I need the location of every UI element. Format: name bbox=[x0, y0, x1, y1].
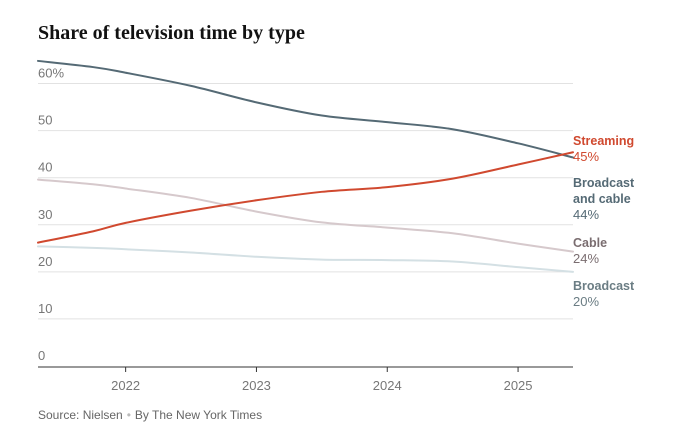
byline: By The New York Times bbox=[134, 408, 263, 422]
x-tick-label: 2022 bbox=[111, 378, 140, 393]
chart-title: Share of television time by type bbox=[38, 22, 305, 44]
series-end-value: 20% bbox=[573, 294, 599, 309]
series-line-broadcast_cable bbox=[37, 59, 574, 159]
gridlines bbox=[38, 83, 573, 320]
x-tick-label: 2024 bbox=[373, 378, 402, 393]
x-tick-label: 2023 bbox=[242, 378, 271, 393]
series-line-cable bbox=[37, 178, 574, 253]
y-axis-ticks: 0 10 20 30 40 50 60% bbox=[38, 66, 64, 363]
y-tick-label: 30 bbox=[38, 207, 52, 222]
series-line-streaming bbox=[37, 151, 574, 244]
x-axis-ticks: 2022 2023 2024 2025 bbox=[111, 367, 533, 393]
source-text: Source: Nielsen bbox=[38, 408, 123, 422]
series-end-value: 45% bbox=[573, 149, 599, 164]
series-name: and cable bbox=[573, 192, 631, 206]
y-tick-label: 60% bbox=[38, 66, 64, 81]
series-name: Cable bbox=[573, 236, 607, 250]
y-tick-label: 20 bbox=[38, 254, 52, 269]
y-tick-label: 10 bbox=[38, 301, 52, 316]
y-tick-label: 40 bbox=[38, 160, 52, 175]
separator-dot: • bbox=[126, 408, 131, 422]
series-name: Broadcast bbox=[573, 279, 635, 293]
y-tick-label: 0 bbox=[38, 348, 45, 363]
series-lines bbox=[37, 59, 574, 273]
x-tick-label: 2025 bbox=[504, 378, 533, 393]
y-tick-label: 50 bbox=[38, 113, 52, 128]
series-line-broadcast bbox=[37, 245, 574, 273]
source-line: Source: Nielsen • By The New York Times bbox=[38, 408, 262, 422]
series-end-value: 24% bbox=[573, 251, 599, 266]
series-end-value: 44% bbox=[573, 207, 599, 222]
series-name: Broadcast bbox=[573, 176, 635, 190]
series-name: Streaming bbox=[573, 134, 634, 148]
